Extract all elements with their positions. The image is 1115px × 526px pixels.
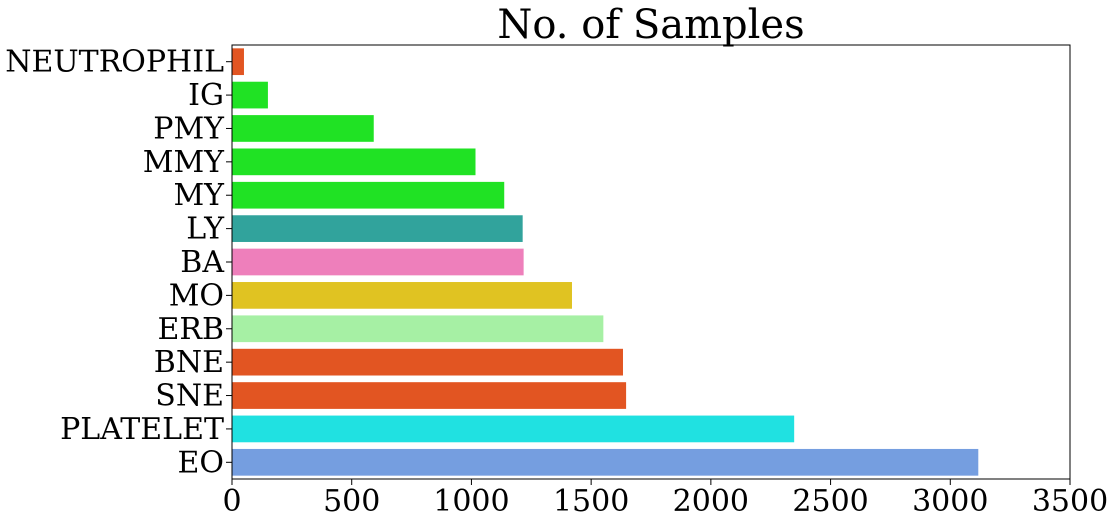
y-tick-label: LY (186, 212, 225, 247)
bar-erb (232, 315, 604, 343)
y-tick-label: BNE (154, 345, 224, 380)
bar-eo (232, 448, 979, 476)
x-tick-label: 3500 (1032, 484, 1108, 519)
bar-sne (232, 382, 627, 409)
y-tick-label: MMY (143, 145, 225, 180)
x-tick-label: 2500 (792, 484, 868, 519)
bar-mmy (232, 148, 476, 176)
y-axis-labels: NEUTROPHILIGPMYMMYMYLYBAMOERBBNESNEPLATE… (5, 45, 232, 480)
bar-platelet (232, 415, 795, 443)
y-tick-label: NEUTROPHIL (5, 45, 224, 80)
x-tick-label: 0 (222, 484, 241, 519)
y-tick-label: BA (180, 245, 224, 280)
plot-frame (231, 44, 1071, 480)
bar-pmy (232, 115, 374, 142)
bar-ly (232, 215, 523, 242)
y-tick-label: IG (188, 78, 224, 113)
y-tick-label: MY (173, 178, 225, 213)
y-tick-label: MO (169, 278, 224, 313)
y-tick-label: EO (178, 445, 225, 480)
y-tick-label: ERB (157, 312, 224, 347)
bar-ig (232, 81, 268, 109)
bars-group (232, 48, 979, 476)
y-tick-label: PMY (153, 111, 225, 146)
x-tick-label: 1500 (553, 484, 629, 519)
x-tick-label: 3000 (912, 484, 988, 519)
x-tick-label: 500 (323, 484, 380, 519)
x-tick-label: 1000 (433, 484, 509, 519)
bar-ba (232, 248, 524, 276)
bar-my (232, 181, 505, 209)
x-axis-ticks: 0 500 1000 1500 2000 2500 3000 3500 (222, 479, 1108, 519)
x-tick-label: 2000 (673, 484, 749, 519)
y-tick-label: PLATELET (60, 412, 224, 447)
bar-mo (232, 282, 572, 309)
bar-bne (232, 348, 623, 376)
chart-title: No. of Samples (497, 2, 804, 48)
bar-neutrophil (232, 48, 244, 76)
y-tick-label: SNE (155, 379, 224, 414)
